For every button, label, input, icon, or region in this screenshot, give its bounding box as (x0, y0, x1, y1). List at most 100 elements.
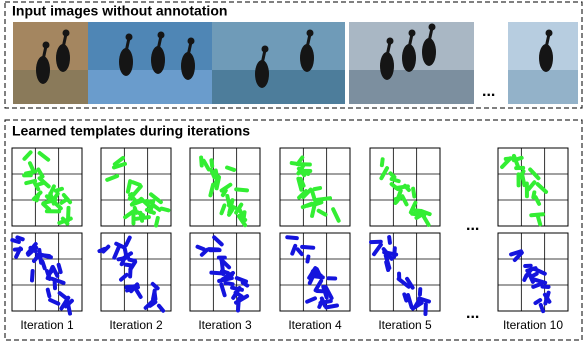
template-stroke (416, 215, 421, 218)
template-stroke (61, 200, 66, 203)
photo-water (88, 70, 212, 104)
bird-head (63, 30, 70, 37)
template-stroke (392, 179, 399, 181)
template-stroke (386, 262, 388, 270)
template-stroke (133, 182, 140, 185)
template-stroke (227, 168, 234, 170)
template-stroke (238, 299, 239, 311)
template-frame (101, 233, 171, 311)
template-stroke (389, 237, 390, 243)
bird-head (262, 46, 269, 53)
bird-body (539, 44, 553, 72)
template-stroke (161, 209, 168, 211)
iteration-label: Iteration 4 (288, 318, 342, 332)
template-stroke (210, 185, 213, 196)
template-stroke (292, 163, 299, 164)
bird-head (188, 38, 195, 45)
bird-head (43, 42, 50, 49)
template-stroke (30, 248, 35, 251)
template-stroke (119, 258, 128, 260)
template-stroke (125, 265, 131, 266)
input-ellipsis: ... (482, 83, 495, 100)
bird-body (151, 46, 165, 74)
template-stroke (216, 170, 217, 175)
template-stroke (211, 160, 212, 166)
templates: Iteration 1 Iteration 2 Iteration 3 Iterati… (12, 148, 568, 332)
template-stroke (299, 158, 302, 163)
figure: Input images without annotation ... Lear… (0, 0, 587, 343)
template-stroke (312, 191, 315, 200)
template-stroke (223, 191, 226, 196)
bird-body (300, 44, 314, 72)
template-stroke (287, 237, 297, 238)
photo-water (13, 70, 88, 104)
bird-body (255, 60, 269, 88)
input-title: Input images without annotation (12, 3, 227, 19)
template-frame (498, 233, 568, 311)
template-stroke (413, 189, 414, 197)
template-stroke (26, 181, 35, 183)
template-stroke (225, 283, 232, 284)
template-stroke (138, 212, 143, 215)
bird-body (119, 48, 133, 76)
template-stroke (390, 173, 394, 177)
bird-body (181, 52, 195, 80)
template-stroke (211, 273, 223, 274)
template-stroke (531, 274, 536, 277)
template-stroke (307, 257, 308, 262)
template-stroke (298, 179, 301, 190)
template-stroke (535, 300, 540, 303)
template-stroke (156, 218, 158, 226)
template-stroke (226, 275, 232, 277)
bird-head (158, 32, 165, 39)
template-stroke (12, 240, 19, 242)
template-stroke (314, 188, 320, 189)
bird-head (429, 24, 436, 31)
iteration-label: Iteration 3 (198, 318, 252, 332)
template-stroke (17, 237, 22, 239)
bird-body (56, 44, 70, 72)
template-stroke (538, 216, 540, 225)
bird-body (422, 38, 436, 66)
template-title: Learned templates during iterations (12, 123, 250, 139)
template-stroke (533, 192, 534, 197)
template-stroke (322, 298, 325, 305)
photo-water (212, 70, 345, 104)
row-ellipsis: ... (466, 217, 479, 234)
template-stroke (302, 247, 313, 248)
bird-head (126, 34, 133, 41)
template-stroke (222, 205, 225, 213)
iteration-label: Iteration 10 (503, 318, 563, 332)
bird-head (546, 30, 553, 37)
template-stroke (59, 265, 61, 272)
template-stroke (382, 159, 383, 165)
template-stroke (522, 174, 524, 185)
template-stroke (384, 252, 396, 254)
template-stroke (405, 186, 409, 190)
template-stroke (37, 183, 42, 185)
bird-body (36, 56, 50, 84)
template-stroke (292, 246, 295, 254)
template-stroke (201, 158, 202, 166)
template-stroke (326, 305, 337, 307)
label-ellipsis: ... (466, 305, 479, 322)
template-stroke (404, 294, 406, 300)
template-stroke (227, 196, 229, 206)
template-stroke (506, 158, 514, 159)
template-stroke (312, 206, 314, 216)
iteration-label: Iteration 2 (109, 318, 163, 332)
bird-body (380, 52, 394, 80)
template-stroke (47, 196, 51, 200)
template-stroke (533, 284, 541, 287)
bird-head (307, 30, 314, 37)
template-stroke (217, 177, 219, 188)
template-stroke (39, 250, 41, 263)
photo-water (349, 70, 474, 104)
bird-head (409, 30, 416, 37)
photo-water (508, 70, 578, 104)
iteration-label: Iteration 5 (378, 318, 432, 332)
iteration-label: Iteration 1 (20, 318, 74, 332)
bird-head (387, 38, 394, 45)
template-stroke (47, 271, 50, 279)
template-stroke (541, 305, 543, 311)
